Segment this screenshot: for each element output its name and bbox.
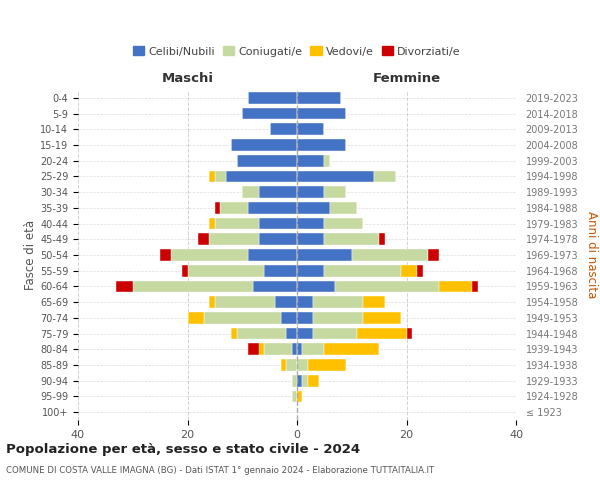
Bar bbox=[297, 359, 308, 371]
Bar bbox=[297, 249, 352, 261]
Bar bbox=[215, 296, 275, 308]
Bar bbox=[292, 344, 297, 355]
Bar bbox=[352, 249, 428, 261]
Bar bbox=[308, 359, 346, 371]
Bar bbox=[325, 234, 379, 245]
Bar bbox=[242, 186, 259, 198]
Bar bbox=[215, 218, 259, 230]
Bar bbox=[116, 280, 133, 292]
Bar bbox=[297, 234, 325, 245]
Bar bbox=[313, 312, 363, 324]
Bar bbox=[362, 312, 401, 324]
Text: COMUNE DI COSTA VALLE IMAGNA (BG) - Dati ISTAT 1° gennaio 2024 - Elaborazione TU: COMUNE DI COSTA VALLE IMAGNA (BG) - Dati… bbox=[6, 466, 434, 475]
Bar bbox=[264, 265, 297, 276]
Bar bbox=[325, 344, 379, 355]
Bar bbox=[379, 234, 385, 245]
Bar bbox=[325, 155, 330, 166]
Bar bbox=[297, 296, 313, 308]
Bar bbox=[259, 344, 264, 355]
Bar bbox=[302, 344, 325, 355]
Bar bbox=[292, 390, 297, 402]
Bar bbox=[292, 375, 297, 386]
Text: Femmine: Femmine bbox=[373, 72, 440, 86]
Bar bbox=[199, 234, 209, 245]
Bar bbox=[264, 344, 292, 355]
Bar bbox=[325, 265, 401, 276]
Bar bbox=[313, 328, 357, 340]
Bar bbox=[297, 218, 325, 230]
Bar bbox=[308, 375, 319, 386]
Bar bbox=[242, 108, 297, 120]
Bar bbox=[297, 186, 325, 198]
Bar bbox=[160, 249, 171, 261]
Y-axis label: Fasce di età: Fasce di età bbox=[24, 220, 37, 290]
Bar bbox=[215, 170, 226, 182]
Bar bbox=[439, 280, 472, 292]
Bar bbox=[232, 328, 237, 340]
Bar bbox=[335, 280, 439, 292]
Bar bbox=[297, 328, 313, 340]
Bar bbox=[297, 170, 374, 182]
Bar bbox=[297, 375, 302, 386]
Bar bbox=[220, 202, 248, 214]
Bar bbox=[297, 108, 346, 120]
Bar bbox=[248, 92, 297, 104]
Bar bbox=[297, 390, 302, 402]
Bar bbox=[407, 328, 412, 340]
Bar bbox=[297, 280, 335, 292]
Bar bbox=[286, 359, 297, 371]
Bar bbox=[302, 375, 308, 386]
Bar bbox=[204, 312, 281, 324]
Bar bbox=[259, 186, 297, 198]
Bar bbox=[281, 312, 297, 324]
Text: Maschi: Maschi bbox=[161, 72, 214, 86]
Bar bbox=[401, 265, 418, 276]
Bar bbox=[248, 249, 297, 261]
Bar bbox=[281, 359, 286, 371]
Bar bbox=[297, 202, 330, 214]
Bar bbox=[209, 296, 215, 308]
Bar bbox=[428, 249, 439, 261]
Bar bbox=[472, 280, 478, 292]
Bar bbox=[248, 202, 297, 214]
Bar bbox=[259, 218, 297, 230]
Bar bbox=[330, 202, 357, 214]
Bar bbox=[418, 265, 423, 276]
Bar bbox=[325, 218, 362, 230]
Bar bbox=[286, 328, 297, 340]
Bar bbox=[357, 328, 407, 340]
Bar bbox=[253, 280, 297, 292]
Bar bbox=[182, 265, 187, 276]
Bar bbox=[259, 234, 297, 245]
Bar bbox=[248, 344, 259, 355]
Bar bbox=[209, 170, 215, 182]
Bar bbox=[187, 312, 204, 324]
Bar bbox=[215, 202, 220, 214]
Bar bbox=[209, 218, 215, 230]
Bar bbox=[269, 124, 297, 135]
Bar bbox=[226, 170, 297, 182]
Bar bbox=[237, 155, 297, 166]
Bar bbox=[297, 155, 325, 166]
Bar bbox=[275, 296, 297, 308]
Text: Popolazione per età, sesso e stato civile - 2024: Popolazione per età, sesso e stato civil… bbox=[6, 442, 360, 456]
Bar bbox=[297, 265, 325, 276]
Bar bbox=[171, 249, 248, 261]
Bar bbox=[362, 296, 385, 308]
Bar bbox=[297, 139, 346, 151]
Bar bbox=[133, 280, 253, 292]
Bar bbox=[297, 312, 313, 324]
Bar bbox=[313, 296, 363, 308]
Bar bbox=[297, 92, 341, 104]
Bar bbox=[209, 234, 259, 245]
Bar bbox=[325, 186, 346, 198]
Y-axis label: Anni di nascita: Anni di nascita bbox=[585, 212, 598, 298]
Bar bbox=[232, 139, 297, 151]
Bar bbox=[374, 170, 395, 182]
Bar bbox=[297, 124, 325, 135]
Bar bbox=[237, 328, 286, 340]
Bar bbox=[297, 344, 302, 355]
Legend: Celibi/Nubili, Coniugati/e, Vedovi/e, Divorziati/e: Celibi/Nubili, Coniugati/e, Vedovi/e, Di… bbox=[130, 43, 464, 60]
Bar bbox=[187, 265, 264, 276]
